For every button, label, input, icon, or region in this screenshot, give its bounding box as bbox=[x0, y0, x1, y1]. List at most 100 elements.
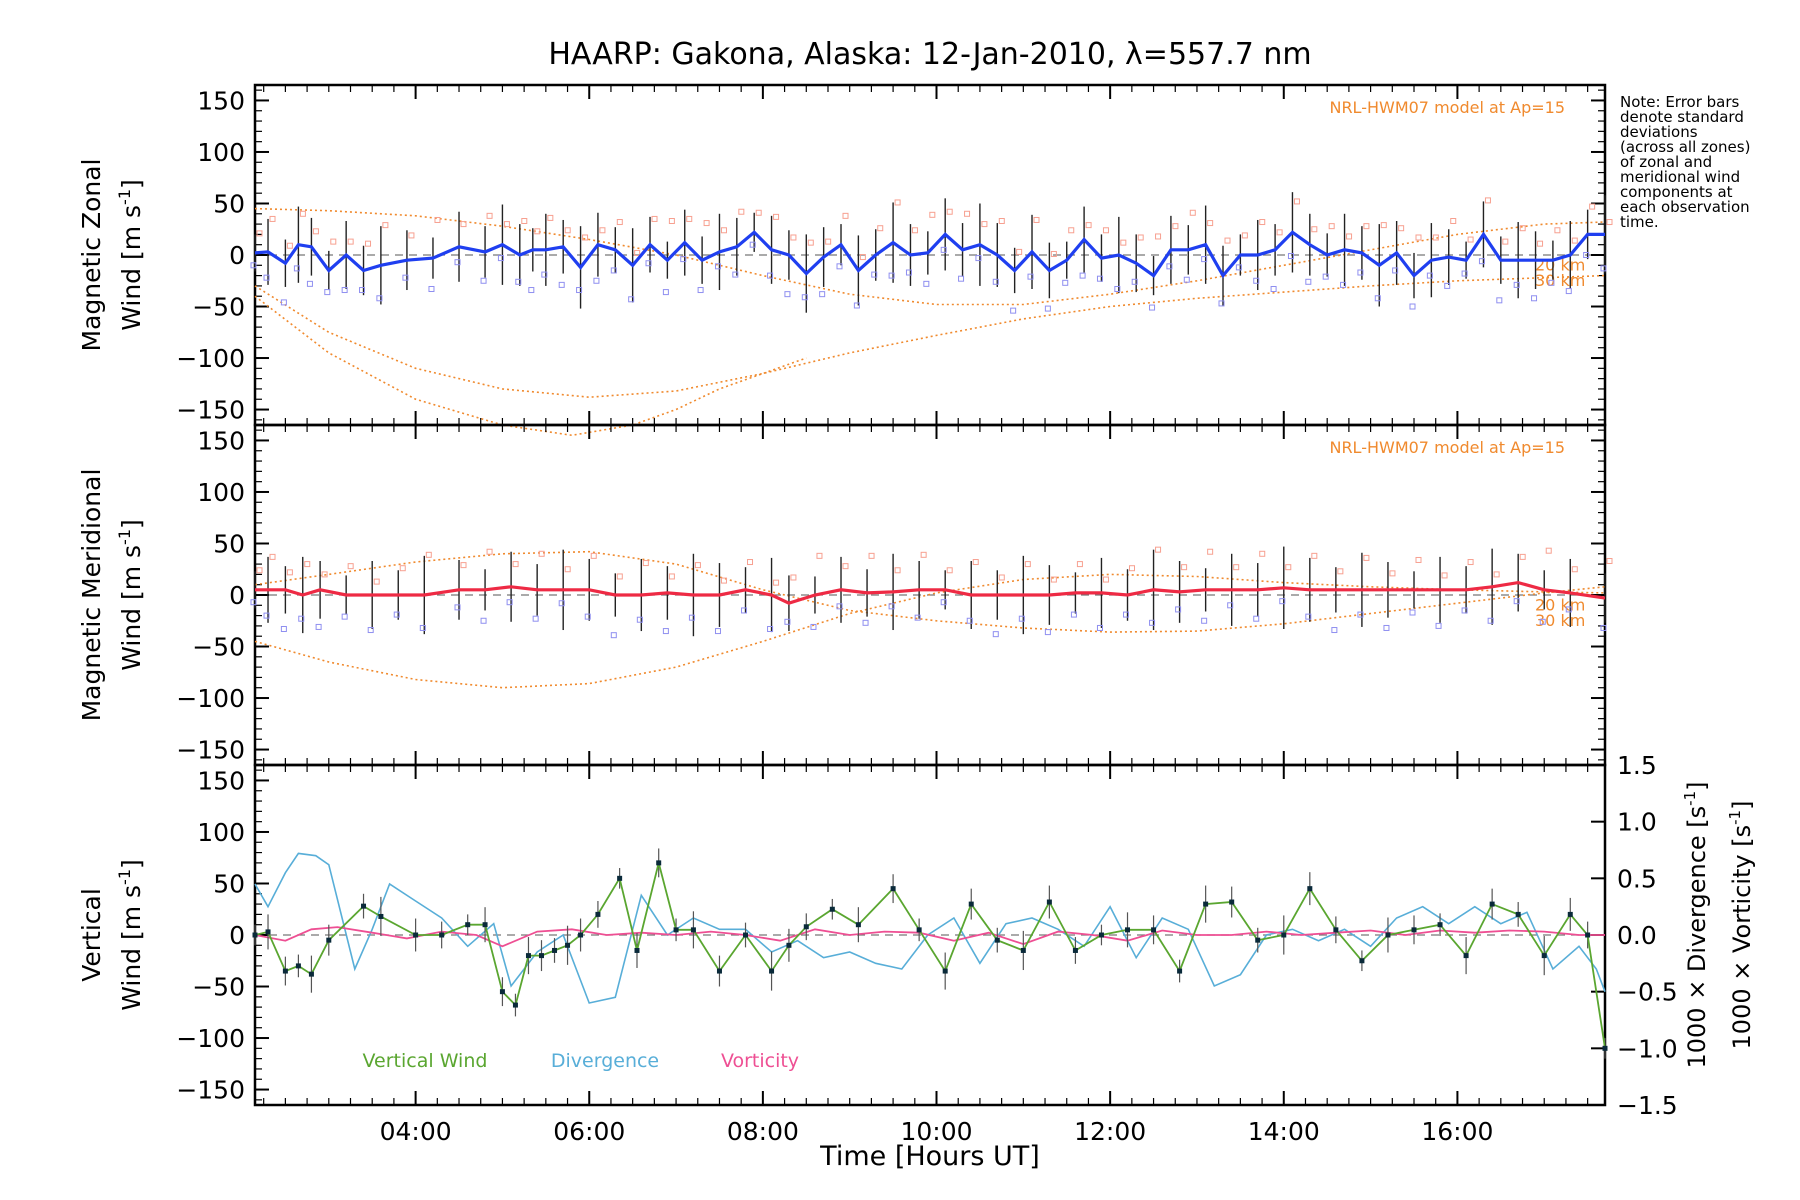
legend-item: Divergence bbox=[551, 1050, 659, 1072]
zone-point bbox=[1181, 564, 1188, 571]
zone-point bbox=[842, 212, 849, 219]
zone-point bbox=[1311, 552, 1318, 559]
y2-tick-label: −1.0 bbox=[1617, 1034, 1678, 1063]
zone-point bbox=[616, 573, 623, 580]
zone-point bbox=[1519, 225, 1526, 232]
y-tick-label: 150 bbox=[197, 766, 245, 795]
vertical-wind-point bbox=[890, 886, 896, 892]
zone-point bbox=[816, 552, 823, 559]
zone-point bbox=[1235, 264, 1242, 271]
model-curve bbox=[254, 274, 1606, 399]
vertical-wind-line bbox=[254, 862, 1606, 1049]
zone-point bbox=[636, 616, 643, 623]
zone-point bbox=[1131, 278, 1138, 285]
zone-point bbox=[680, 256, 687, 263]
zone-point bbox=[1201, 256, 1208, 263]
zone-point bbox=[538, 550, 545, 557]
zone-point bbox=[773, 579, 780, 586]
vertical-wind-point bbox=[499, 989, 505, 995]
vertical-wind-point bbox=[743, 932, 749, 938]
zone-point bbox=[286, 569, 293, 576]
zone-point bbox=[975, 255, 982, 262]
zone-point bbox=[1102, 576, 1109, 583]
altitude-label: 30 km bbox=[1535, 611, 1585, 630]
y-axis-label-units: Wind [m s-1] bbox=[115, 519, 146, 671]
zone-point bbox=[321, 571, 328, 578]
zone-point bbox=[454, 604, 461, 611]
y-tick-label: 150 bbox=[197, 426, 245, 455]
y2-divergence-bracket: ] bbox=[1683, 781, 1711, 790]
y-axis-units-exponent: -1 bbox=[115, 529, 134, 545]
zone-point bbox=[992, 631, 999, 638]
zone-point bbox=[1050, 250, 1057, 257]
zone-point bbox=[1207, 548, 1214, 555]
meridional-wind-line bbox=[255, 580, 1606, 605]
zone-point bbox=[263, 274, 270, 281]
zone-point bbox=[862, 619, 869, 626]
zone-point bbox=[521, 218, 528, 224]
zone-point bbox=[298, 615, 305, 622]
y-axis-units-bracket: ] bbox=[117, 179, 146, 189]
vertical-wind-point bbox=[295, 963, 301, 969]
vertical-wind-point bbox=[1411, 927, 1417, 933]
y2-tick-label: −1.5 bbox=[1617, 1091, 1678, 1120]
y2-vorticity-label: 1000 × Vorticity [s-1] bbox=[1726, 801, 1756, 1050]
y2-vorticity-text: 1000 × Vorticity [s bbox=[1728, 825, 1756, 1050]
zone-point bbox=[966, 617, 973, 624]
note-block: Note: Error bars denote standard deviati… bbox=[1620, 93, 1750, 231]
y-tick-label: −100 bbox=[176, 684, 245, 713]
zone-point bbox=[836, 263, 843, 270]
zone-point bbox=[330, 238, 337, 245]
zone-point bbox=[773, 213, 780, 220]
zone-point bbox=[888, 272, 895, 279]
zone-point bbox=[454, 259, 461, 266]
zone-point bbox=[299, 210, 306, 217]
zone-point bbox=[1010, 307, 1017, 314]
zone-point bbox=[582, 234, 589, 241]
y-tick-label: 150 bbox=[197, 86, 245, 115]
zone-point bbox=[946, 208, 953, 215]
zone-point bbox=[293, 265, 300, 272]
x-tick-label: 06:00 bbox=[553, 1117, 625, 1146]
zone-point bbox=[1357, 269, 1364, 276]
zone-point bbox=[373, 578, 380, 585]
note-line: (across all zones) bbox=[1620, 138, 1750, 156]
zone-point bbox=[534, 228, 541, 235]
vertical-wind-point bbox=[265, 929, 271, 935]
zone-point bbox=[1276, 229, 1283, 236]
zone-point bbox=[610, 267, 617, 274]
zone-point bbox=[1426, 272, 1433, 279]
zone-point bbox=[1415, 234, 1422, 241]
zone-point bbox=[784, 618, 791, 625]
vorticity-line bbox=[254, 926, 1605, 948]
note-line: deviations bbox=[1620, 123, 1698, 141]
zone-point bbox=[662, 628, 669, 635]
zone-point bbox=[1241, 232, 1248, 239]
zone-point bbox=[703, 220, 710, 227]
zone-point bbox=[408, 232, 415, 239]
zone-point bbox=[312, 228, 319, 235]
vertical-wind-point bbox=[1281, 932, 1287, 938]
y-tick-label: 50 bbox=[213, 529, 245, 558]
zone-point bbox=[341, 613, 348, 620]
zone-point bbox=[434, 216, 441, 223]
vertical-wind-point bbox=[673, 927, 679, 933]
zone-point bbox=[1346, 233, 1353, 240]
zone-point bbox=[801, 294, 808, 301]
zone-point bbox=[1484, 197, 1491, 204]
vertical-wind-point bbox=[656, 860, 662, 866]
vertical-wind-point bbox=[769, 968, 775, 974]
zone-point bbox=[497, 255, 504, 262]
y-axis-units-exponent: -1 bbox=[115, 189, 134, 205]
zone-point bbox=[668, 573, 675, 580]
vertical-wind-point bbox=[968, 901, 974, 907]
zone-point bbox=[1044, 305, 1051, 312]
zone-point bbox=[1322, 273, 1329, 280]
zone-point bbox=[1218, 300, 1225, 307]
zone-point bbox=[767, 626, 774, 632]
zone-point bbox=[1444, 282, 1451, 289]
zone-point bbox=[1583, 252, 1590, 258]
vertical-wind-point bbox=[1333, 927, 1339, 933]
zone-point bbox=[998, 218, 1005, 224]
